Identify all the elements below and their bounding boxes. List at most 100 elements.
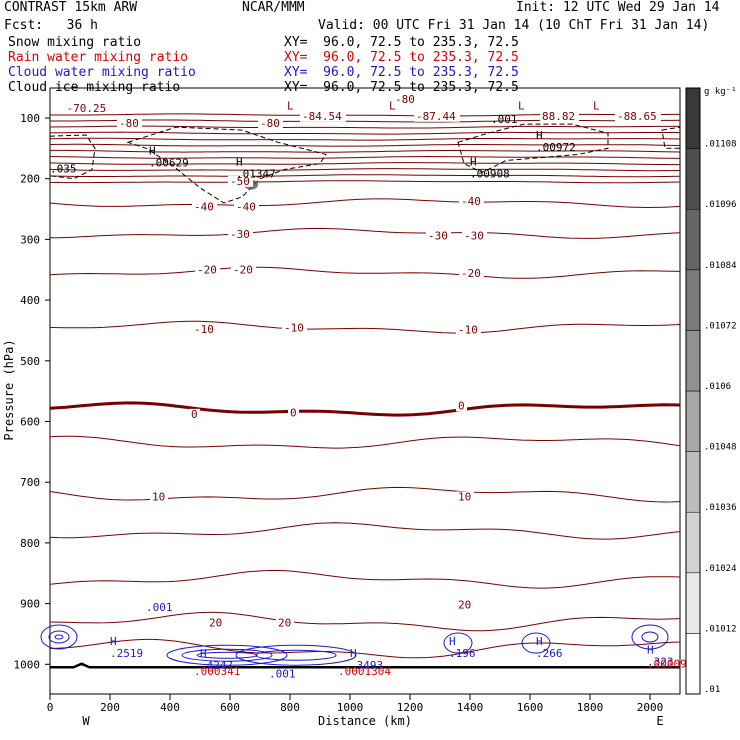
contour-label-bg	[456, 491, 474, 503]
temperature-label: -80	[395, 93, 415, 106]
high-marker: H	[149, 144, 156, 157]
contour-value-label: .001	[491, 113, 518, 126]
cloud-water-contour	[54, 634, 64, 640]
x-tick-label: 1000	[337, 701, 364, 714]
x-tick-label: 600	[220, 701, 240, 714]
cloud-water-contour	[521, 632, 551, 654]
field-rain-name: Rain water mixing ratio	[8, 50, 189, 65]
temperature-label: -40	[236, 200, 256, 213]
temperature-contour-line	[49, 162, 680, 166]
contour-label-bg	[195, 264, 220, 276]
high-marker: H	[647, 643, 654, 656]
high-marker: H	[110, 635, 117, 648]
extremum-value: .00629	[149, 156, 189, 169]
extremum-value: .323	[647, 655, 674, 668]
temperature-contour-line	[49, 198, 681, 209]
temperature-contour-line	[49, 401, 681, 417]
cloud-water-contour	[235, 644, 357, 666]
contour-label-bg	[615, 110, 661, 122]
contour-label-bg	[192, 201, 217, 213]
contour-label-bg	[282, 322, 307, 334]
temperature-label: -30	[428, 229, 448, 242]
temperature-contour-line	[49, 143, 681, 147]
temperature-label: -84.54	[302, 110, 342, 123]
contour-value-label: .001	[269, 668, 296, 681]
high-marker: H	[449, 635, 456, 648]
colorbar-unit: g kg⁻¹	[704, 87, 737, 97]
cloud-water-contour	[196, 651, 258, 659]
temperature-contour-line	[49, 266, 681, 279]
init-time: Init: 12 UTC Wed 29 Jan 14	[516, 0, 720, 15]
cloud-water-contour	[48, 630, 70, 644]
colorbar-label: .01072	[704, 321, 737, 331]
x-tick-label: 400	[160, 701, 180, 714]
high-marker: H	[236, 155, 243, 168]
surface-pressure-line	[50, 662, 680, 669]
field-snow-name: Snow mixing ratio	[8, 35, 142, 50]
extremum-value: .3493	[350, 659, 383, 672]
contour-label-bg	[228, 229, 253, 241]
temperature-label: 0	[290, 407, 297, 420]
high-marker: H	[470, 155, 477, 168]
x-axis-title: Distance (km)	[318, 714, 412, 728]
temperature-label: 20	[209, 617, 222, 630]
contour-label-bg	[393, 93, 418, 105]
contour-label-bg	[456, 599, 474, 611]
colorbar-bin	[685, 390, 701, 452]
colorbar-label: .01084	[704, 261, 737, 271]
forecast-hour: Fcst: 36 h	[4, 18, 98, 33]
colorbar-frame	[685, 87, 701, 695]
contour-label-bg	[258, 118, 283, 130]
contour-label-bg	[540, 110, 579, 122]
ice-outline	[126, 126, 327, 204]
temperature-contour-line	[49, 486, 681, 503]
temperature-label: -80	[260, 117, 280, 130]
temperature-label: -10	[458, 323, 478, 336]
contour-label-bg	[459, 195, 484, 207]
colorbar-bin	[685, 572, 701, 634]
colorbar-label: .01012	[704, 624, 737, 634]
x-tick-label: 0	[47, 701, 54, 714]
temperature-contour-line	[49, 180, 681, 184]
contour-label-bg	[207, 617, 225, 629]
temperature-label: 10	[152, 490, 165, 503]
colorbar-bin	[685, 633, 701, 695]
east-label: E	[656, 714, 663, 728]
contour-value-label: .000341	[194, 665, 240, 678]
extremum-value: .00908	[470, 167, 510, 180]
x-tick-label: 1200	[397, 701, 424, 714]
temperature-contour-line	[49, 435, 681, 449]
temperature-label: -50	[230, 175, 250, 188]
high-marker: H	[350, 647, 357, 660]
colorbar-bin	[685, 148, 701, 210]
contour-label-bg	[456, 400, 467, 412]
figure-title: CONTRAST 15km ARW	[4, 0, 138, 15]
colorbar-label: .01	[704, 685, 720, 695]
colorbar-bin	[685, 87, 701, 149]
cloud-water-contour	[181, 648, 273, 662]
low-marker: L	[389, 100, 396, 113]
extremum-value: .196	[449, 647, 476, 660]
high-marker: H	[200, 647, 207, 660]
temperature-contour-line	[50, 119, 681, 123]
x-tick-label: 800	[280, 701, 300, 714]
colorbar-label: .01096	[704, 200, 737, 210]
temperature-contour-line	[50, 155, 681, 159]
temperature-contour-line	[49, 168, 681, 172]
contour-label-bg	[150, 491, 168, 503]
ice-outline	[457, 123, 609, 174]
temperature-contour-line	[50, 149, 681, 153]
field-snow-xy: XY= 96.0, 72.5 to 235.3, 72.5	[284, 35, 519, 50]
y-tick-label: 300	[20, 233, 40, 246]
y-tick-label: 600	[20, 416, 40, 429]
ice-outline	[661, 126, 681, 149]
y-tick-label: 800	[20, 537, 40, 550]
extremum-value: .01347	[236, 167, 276, 180]
valid-time: Valid: 00 UTC Fri 31 Jan 14 (10 ChT Fri …	[318, 18, 710, 33]
colorbar-bin	[685, 330, 701, 392]
contour-label-bg	[276, 617, 294, 629]
source-label: NCAR/MMM	[242, 0, 305, 15]
colorbar-bin	[685, 511, 701, 574]
contour-label-bg	[459, 268, 484, 280]
temperature-contours	[49, 113, 681, 659]
